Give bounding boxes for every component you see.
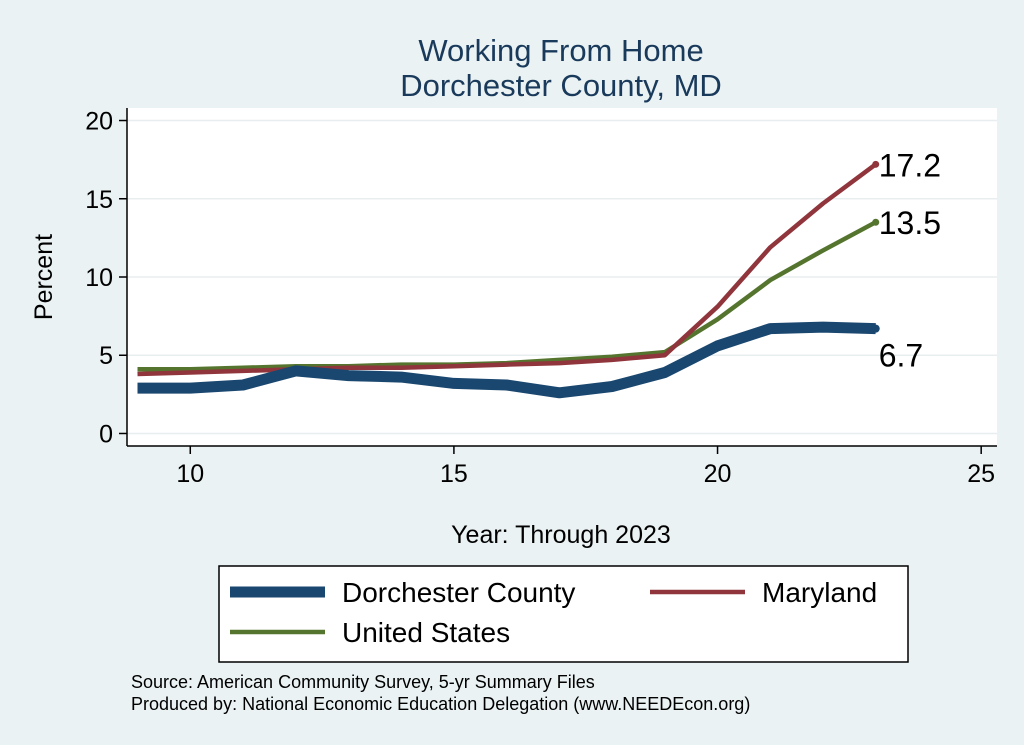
y-tick-label: 15 bbox=[85, 186, 113, 214]
series-line-maryland bbox=[137, 162, 878, 377]
x-tick-label: 15 bbox=[440, 460, 468, 488]
legend-label: Maryland bbox=[762, 577, 877, 608]
x-axis-title: Year: Through 2023 bbox=[451, 521, 671, 549]
legend: Dorchester County Maryland United States bbox=[230, 577, 877, 648]
producer-note: Produced by: National Economic Education… bbox=[131, 694, 750, 714]
gridlines bbox=[127, 119, 997, 435]
legend-label: United States bbox=[342, 617, 510, 648]
x-tick-label: 20 bbox=[704, 460, 732, 488]
series-group bbox=[137, 160, 880, 399]
x-tick-label: 25 bbox=[967, 460, 995, 488]
end-label: 13.5 bbox=[879, 205, 941, 241]
end-labels: 6.7 17.2 13.5 bbox=[879, 147, 941, 373]
y-tick-label: 20 bbox=[85, 108, 113, 136]
chart-title-line-1: Working From Home bbox=[418, 33, 703, 68]
y-tick-label: 5 bbox=[99, 342, 113, 370]
y-tick-label: 10 bbox=[85, 264, 113, 292]
series-end-point bbox=[872, 218, 880, 226]
y-axis-title: Percent bbox=[30, 234, 58, 320]
series-line-dorchester-county bbox=[137, 321, 876, 399]
end-label: 6.7 bbox=[879, 338, 923, 374]
x-tick-label: 10 bbox=[176, 460, 204, 488]
chart-title-line-2: Dorchester County, MD bbox=[400, 68, 722, 103]
end-label: 17.2 bbox=[879, 147, 941, 183]
legend-label: Dorchester County bbox=[342, 577, 575, 608]
axes: 0 5 10 15 20 10 15 20 25 bbox=[85, 108, 997, 488]
y-tick-label: 0 bbox=[99, 420, 113, 448]
source-note: Source: American Community Survey, 5-yr … bbox=[131, 672, 595, 692]
series-end-point bbox=[871, 324, 880, 333]
legend-box bbox=[218, 565, 909, 663]
series-end-point bbox=[872, 160, 880, 168]
